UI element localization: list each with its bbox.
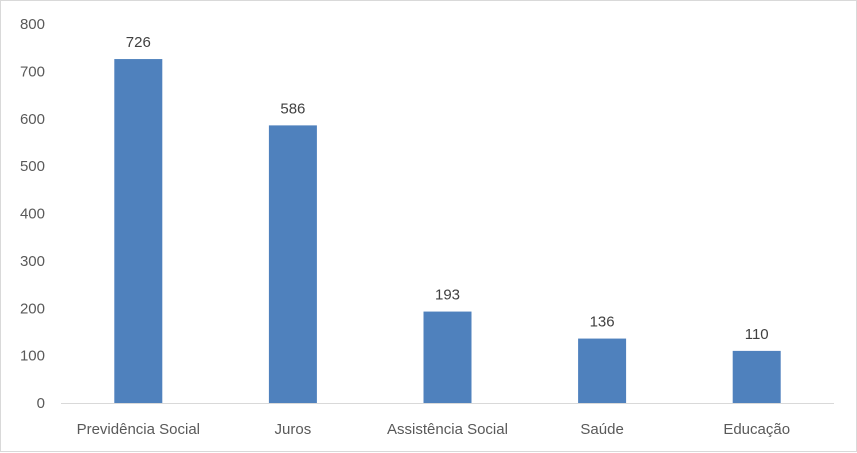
y-tick-label: 800 — [20, 16, 45, 33]
category-label: Juros — [275, 421, 312, 438]
data-label: 110 — [745, 326, 769, 343]
y-tick-label: 400 — [20, 206, 45, 223]
bars-group — [114, 59, 781, 404]
data-label: 586 — [280, 100, 305, 117]
y-tick-label: 500 — [20, 158, 45, 175]
category-label: Assistência Social — [387, 421, 508, 438]
category-label: Saúde — [580, 421, 623, 438]
category-label: Previdência Social — [77, 421, 200, 438]
data-label: 726 — [126, 34, 151, 51]
y-tick-label: 700 — [20, 63, 45, 80]
y-axis-ticks: 0 100 200 300 400 500 600 700 800 — [20, 16, 45, 412]
category-label: Educação — [723, 421, 790, 438]
y-tick-label: 200 — [20, 300, 45, 317]
y-tick-label: 300 — [20, 253, 45, 270]
y-tick-label: 600 — [20, 111, 45, 128]
category-labels-group: Previdência Social Juros Assistência Socia… — [77, 421, 790, 438]
data-label: 193 — [435, 287, 460, 304]
bar — [268, 125, 317, 403]
data-label: 136 — [590, 314, 615, 331]
bar — [578, 338, 627, 403]
bar — [732, 350, 781, 403]
y-tick-label: 100 — [20, 348, 45, 365]
bar — [114, 59, 163, 404]
bar — [423, 311, 472, 403]
data-labels-group: 726 586 193 136 110 — [126, 34, 769, 343]
y-tick-label: 0 — [37, 395, 45, 412]
